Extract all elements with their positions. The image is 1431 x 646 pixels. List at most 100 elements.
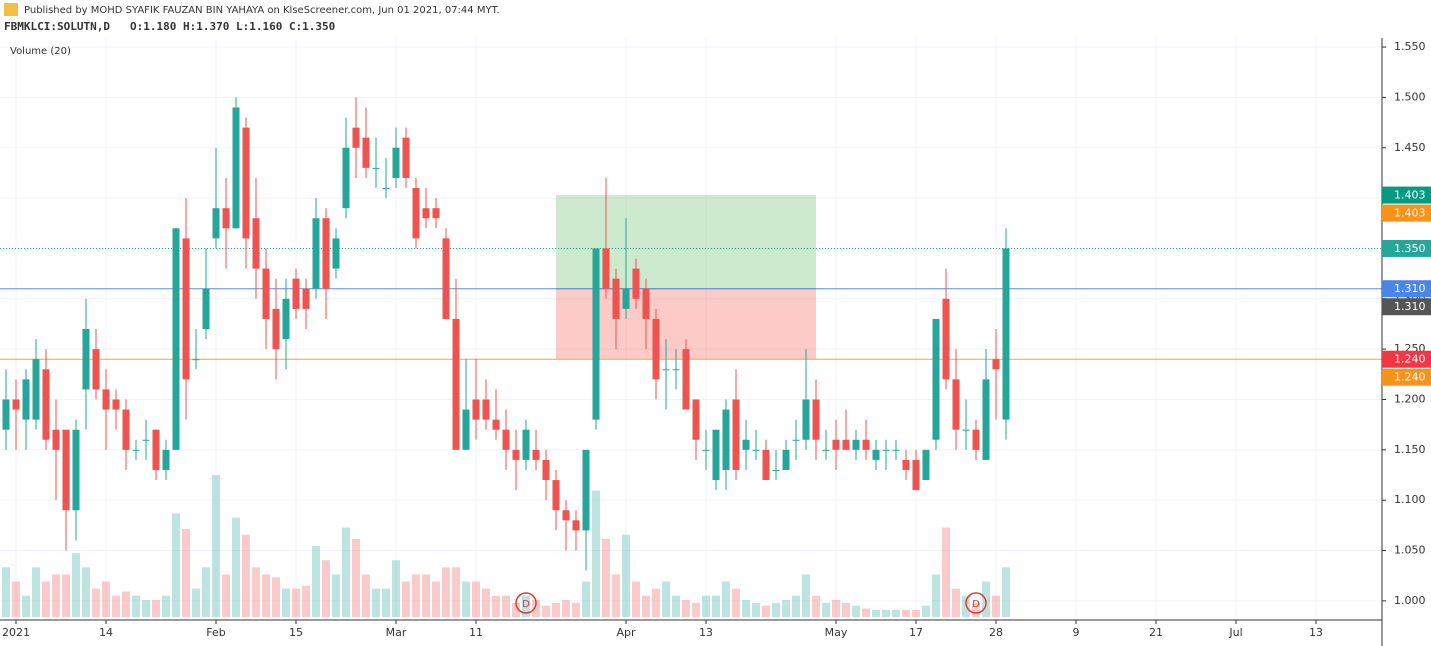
- volume-bar: [352, 538, 360, 617]
- volume-bar: [692, 602, 700, 617]
- y-tick-label: 1.150: [1394, 443, 1426, 456]
- candle-body: [232, 107, 240, 229]
- candle-body: [842, 439, 850, 450]
- candle-body: [652, 318, 660, 380]
- volume-bar: [342, 527, 350, 617]
- volume-bar: [532, 599, 540, 617]
- x-tick-label: 14: [99, 626, 113, 639]
- candle-body: [542, 459, 550, 481]
- volume-bar: [332, 574, 340, 617]
- candle-body: [792, 439, 800, 441]
- candle-body: [732, 399, 740, 470]
- volume-bar: [152, 599, 160, 617]
- volume-bar: [312, 546, 320, 617]
- candle-body: [272, 308, 280, 350]
- candle-body: [372, 167, 380, 169]
- candle-body: [212, 208, 220, 239]
- price-label-box: [1382, 368, 1431, 386]
- volume-bar: [412, 574, 420, 617]
- volume-bar: [662, 581, 670, 617]
- y-tick-label: 1.100: [1394, 493, 1426, 506]
- x-tick-label: May: [825, 626, 848, 639]
- volume-bar: [242, 534, 250, 617]
- candle-body: [222, 208, 230, 229]
- candle-body: [502, 429, 510, 450]
- candle-body: [292, 278, 300, 309]
- candle-body: [312, 218, 320, 289]
- candle-body: [392, 147, 400, 178]
- candle-body: [142, 439, 150, 441]
- x-tick-label: 13: [699, 626, 713, 639]
- volume-bar: [202, 567, 210, 617]
- volume-bar: [122, 591, 130, 617]
- volume-bar: [212, 475, 220, 617]
- volume-bar: [392, 560, 400, 617]
- candle-body: [512, 449, 520, 460]
- candle-body: [772, 469, 780, 471]
- volume-bar: [602, 538, 610, 617]
- candle-body: [182, 238, 190, 380]
- volume-bar: [172, 513, 180, 617]
- volume-bar: [502, 595, 510, 617]
- candle-body: [882, 449, 890, 451]
- volume-bar: [82, 567, 90, 617]
- volume-bar: [522, 595, 530, 617]
- price-label-box: [1382, 298, 1431, 316]
- candle-body: [852, 439, 860, 450]
- logo: [4, 3, 18, 16]
- candle-body: [172, 228, 180, 450]
- candle-body: [402, 137, 410, 178]
- candle-body: [952, 379, 960, 430]
- volume-bar: [622, 534, 630, 617]
- volume-bar: [142, 599, 150, 617]
- event-label: D: [522, 599, 530, 610]
- candle-body: [612, 278, 620, 319]
- candle-body: [572, 520, 580, 531]
- volume-bar: [252, 567, 260, 617]
- candle-body: [112, 399, 120, 410]
- candle-body: [872, 449, 880, 460]
- volume-bar: [292, 588, 300, 617]
- volume-bar: [632, 581, 640, 617]
- candle-body: [322, 218, 330, 289]
- volume-bar: [702, 595, 710, 617]
- volume-bar: [442, 567, 450, 617]
- ohlc: O:1.180 H:1.370 L:1.160 C:1.350: [130, 20, 335, 33]
- volume-bar: [912, 609, 920, 617]
- x-tick-label: Mar: [386, 626, 407, 639]
- candle-body: [692, 399, 700, 440]
- event-marker: [965, 592, 987, 614]
- volume-bar: [382, 588, 390, 617]
- candle-body: [442, 238, 450, 319]
- volume-bar: [752, 602, 760, 617]
- candle-body: [332, 238, 340, 269]
- candle-body: [482, 399, 490, 420]
- volume-bar: [72, 553, 80, 617]
- volume-bar: [892, 609, 900, 617]
- volume-bar: [1002, 567, 1010, 617]
- x-tick-label: Feb: [206, 626, 225, 639]
- candle-body: [382, 188, 390, 190]
- volume-bar: [682, 599, 690, 617]
- candle-body: [192, 359, 200, 361]
- candle-body: [912, 459, 920, 491]
- candle-body: [122, 409, 130, 450]
- volume-bar: [402, 581, 410, 617]
- volume-bar: [112, 595, 120, 617]
- y-tick-label: 1.450: [1394, 141, 1426, 154]
- candle-body: [942, 298, 950, 380]
- volume-bar: [512, 602, 520, 617]
- volume-bar: [712, 595, 720, 617]
- volume-bar: [32, 567, 40, 617]
- candle-body: [492, 419, 500, 430]
- candle-body: [522, 429, 530, 460]
- candle-body: [982, 379, 990, 460]
- candle-body: [92, 349, 100, 390]
- candle-body: [412, 188, 420, 239]
- candle-body: [662, 369, 670, 371]
- candle-body: [932, 318, 940, 440]
- volume-bar: [192, 588, 200, 617]
- volume-bar: [852, 605, 860, 617]
- volume-bar: [232, 517, 240, 617]
- volume-bar: [132, 595, 140, 617]
